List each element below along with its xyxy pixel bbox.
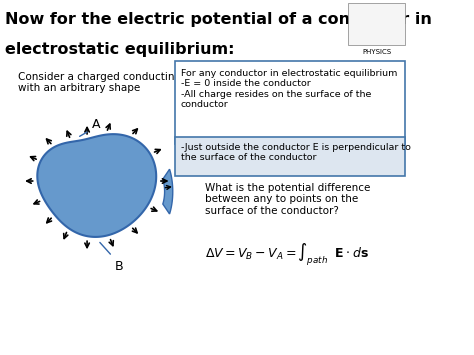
Text: electrostatic equilibrium:: electrostatic equilibrium: [6,42,235,57]
Text: For any conductor in electrostatic equilibrium
-E = 0 inside the conductor
-All : For any conductor in electrostatic equil… [181,69,397,109]
Polygon shape [163,169,173,214]
Text: Now for the electric potential of a conductor in: Now for the electric potential of a cond… [6,12,432,27]
Polygon shape [37,134,156,237]
Text: PHYSICS: PHYSICS [362,49,392,55]
Text: -Just outside the conductor E is perpendicular to
the surface of the conductor: -Just outside the conductor E is perpend… [181,143,411,162]
Text: B: B [114,260,123,273]
Text: What is the potential difference
between any to points on the
surface of the con: What is the potential difference between… [205,183,371,216]
FancyBboxPatch shape [348,3,405,45]
FancyBboxPatch shape [175,137,405,176]
FancyBboxPatch shape [175,61,405,144]
Text: Consider a charged conducting material
with an arbitrary shape: Consider a charged conducting material w… [18,72,228,93]
Text: $\Delta V = V_B - V_A = \int_{path}$  $\mathbf{E} \cdot d\mathbf{s}$: $\Delta V = V_B - V_A = \int_{path}$ $\m… [205,241,369,268]
Text: A: A [91,118,100,131]
